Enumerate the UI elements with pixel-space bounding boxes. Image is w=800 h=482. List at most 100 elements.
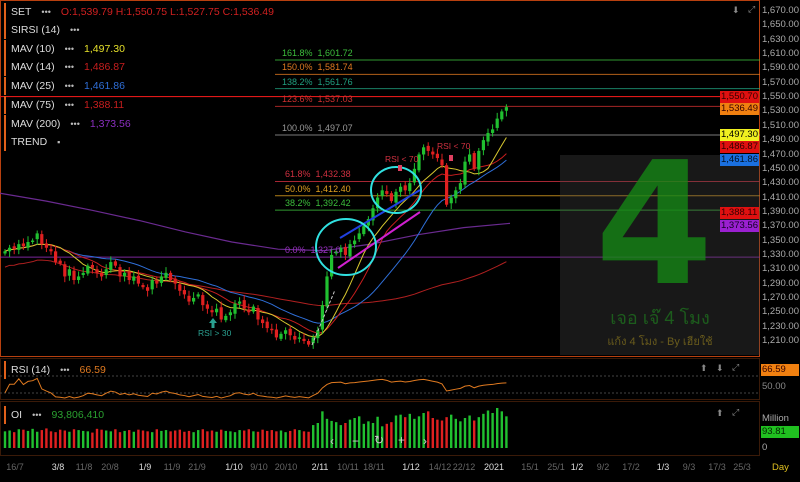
oi-bar [72,429,76,448]
candle-body [150,280,154,290]
price-tag: 1,486.87 [720,141,759,154]
price-axis-label: 1,490.00 [762,134,799,146]
zoom-out-icon[interactable]: − [352,434,360,448]
oi-bar [164,430,168,448]
date-axis-label: 17/2 [622,462,640,472]
expand-icon[interactable]: ⤢ [732,362,740,372]
candle-body [123,272,127,277]
date-axis-label: 9/2 [596,462,610,472]
move-up-icon[interactable]: ⬆ [700,363,708,373]
legend-symbol[interactable]: SET ••• O:1,539.79 H:1,550.75 L:1,527.75 C… [4,3,274,21]
oi-bar [362,423,365,448]
arrow-down-icon [398,165,402,171]
indicator-value: 1,486.87 [84,61,125,74]
oi-bar [82,430,85,448]
legend-indicator[interactable]: MAV (200) ••• 1,373.56 [4,114,131,133]
candle-body [95,269,99,273]
legend-indicator[interactable]: MAV (25) ••• 1,461.86 [4,77,125,96]
trendline-magenta [337,211,421,269]
candle-body [463,161,467,185]
oi-bar [289,430,292,448]
date-axis-label: 21/9 [188,462,206,472]
date-axis-label: 18/11 [363,462,385,472]
price-axis-label: 1,550.00 [762,91,799,103]
oi-bar [22,429,25,448]
rsi-panel[interactable] [0,358,760,400]
expand-icon[interactable]: ⤢ [732,407,740,417]
oi-bar [100,429,103,448]
oi-bar [36,431,39,448]
candle-body [399,186,403,192]
timeframe-selector[interactable]: Day [772,462,789,473]
candle-body [17,244,21,250]
more-icon[interactable]: ••• [64,99,75,110]
date-axis-label: 1/12 [402,462,420,472]
oi-label: OI [11,409,23,421]
indicator-value: 1,373.56 [89,117,131,130]
more-icon[interactable]: ••• [60,365,70,375]
more-icon[interactable]: ••• [70,118,80,129]
candle-body [72,270,76,281]
ma200-line [0,192,511,252]
candle-body [3,251,7,254]
more-icon[interactable]: ••• [64,43,75,54]
oi-bar [399,414,402,448]
zoom-in-icon[interactable]: + [398,433,406,447]
price-axis-label: 1,530.00 [762,105,799,117]
legend-indicator[interactable]: MAV (10) ••• 1,497.30 [4,39,125,58]
candle-body [297,337,301,339]
fib-value: 1,581.74 [317,62,353,73]
legend-indicator[interactable]: MAV (75) ••• 1,388.11 [4,95,124,114]
legend-rsi[interactable]: RSI (14) ••• 66.59 [4,361,106,379]
price-axis-label: 1,590.00 [762,62,799,74]
ma10-line [4,137,507,338]
more-icon[interactable]: ••• [32,410,42,420]
fib-label: 61.8% 1,432.38 [285,169,351,179]
candle-body [468,154,472,162]
rsi-line [4,377,507,399]
scroll-left-icon[interactable]: ‹ [330,434,334,448]
move-up-icon[interactable]: ⬆ [716,408,724,418]
oi-bar [353,418,356,448]
reset-icon[interactable]: ↻ [374,433,385,447]
scroll-right-icon[interactable]: › [423,434,427,448]
indicator-label: SIRSI (14) [11,24,61,36]
oi-bar [183,431,186,448]
download-icon[interactable]: ⬇ [732,5,740,15]
oi-zero: 0 [762,442,768,453]
oi-bar [284,432,287,448]
legend-indicator[interactable]: TREND ▪ [4,133,70,152]
oi-bar [270,430,273,448]
move-down-icon[interactable]: ⬇ [716,363,724,373]
ma25-line [4,159,507,324]
date-axis-label: 20/10 [274,462,298,472]
price-chart-panel[interactable] [0,0,760,357]
candle-body [81,272,85,275]
fib-value: 1,432.38 [315,169,351,180]
candle-body [113,261,117,266]
candle-body [31,240,35,242]
expand-icon[interactable]: ⤢ [748,4,756,14]
legend-indicator[interactable]: MAV (14) ••• 1,486.87 [4,58,125,77]
oi-panel[interactable] [0,401,760,456]
more-icon[interactable]: ••• [41,7,51,17]
oi-bar [201,429,204,448]
annotation-rsi-above-30: RSI > 30 [198,328,232,338]
date-axis-label: 1/9 [138,462,152,472]
candle-body [187,295,191,302]
oi-bar [109,431,112,448]
more-icon[interactable]: ▪ [57,137,61,148]
fib-value: 1,327.0 [310,245,341,256]
oi-bar [312,425,315,448]
fib-pct: 61.8% [285,169,311,180]
legend-oi[interactable]: OI ••• 93,806,410 [4,406,104,424]
indicator-label: MAV (14) [11,61,55,74]
price-axis-label: 1,390.00 [762,205,799,217]
rsi-value: 66.59 [79,364,106,376]
candle-body [109,262,113,270]
legend-indicator[interactable]: SIRSI (14) ••• [4,21,89,39]
more-icon[interactable]: ••• [64,62,75,73]
more-icon[interactable]: ••• [64,81,75,92]
more-icon[interactable]: ••• [70,25,80,35]
